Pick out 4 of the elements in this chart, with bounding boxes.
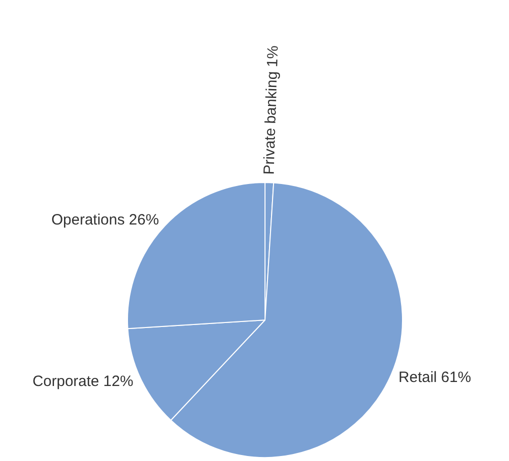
slice-label: Retail 61% — [398, 368, 472, 386]
slice-label: Corporate 12% — [32, 373, 134, 390]
slice-label: Operations 26% — [51, 212, 159, 229]
slice-label: Private banking 1% — [260, 45, 282, 175]
